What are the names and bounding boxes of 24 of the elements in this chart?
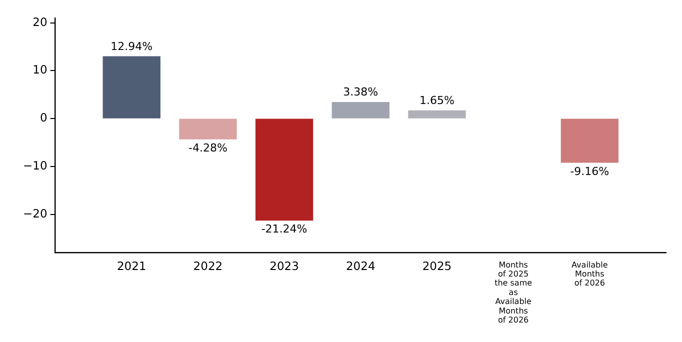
- bar: [408, 110, 466, 118]
- bar: [102, 56, 160, 118]
- bar: [560, 118, 618, 163]
- y-tick-label: −20: [22, 206, 48, 220]
- y-tick-label: 10: [32, 62, 48, 77]
- x-tick-label: 2024: [346, 259, 376, 274]
- y-tick-label: −10: [22, 158, 48, 172]
- y-tick-label: 20: [32, 14, 48, 29]
- x-tick-label: Months of 2025 the same as Available Months of 2026: [494, 260, 532, 324]
- data-label: -9.16%: [570, 164, 610, 178]
- bar: [255, 118, 314, 221]
- data-label: 12.94%: [110, 40, 153, 53]
- x-tick-label: 2023: [270, 259, 299, 274]
- data-label: 1.65%: [420, 94, 454, 107]
- bar: [179, 118, 237, 140]
- bar: [332, 102, 390, 118]
- y-tick-label: 0: [40, 110, 48, 125]
- data-label: -21.24%: [261, 222, 308, 236]
- x-tick-label: 2022: [193, 259, 223, 274]
- data-label: 3.38%: [343, 86, 378, 99]
- x-tick-label: 2021: [116, 259, 146, 274]
- x-tick-label: Available Months of 2026: [572, 260, 608, 288]
- x-tick-label: 2025: [422, 259, 452, 274]
- data-label: -4.28%: [188, 141, 228, 154]
